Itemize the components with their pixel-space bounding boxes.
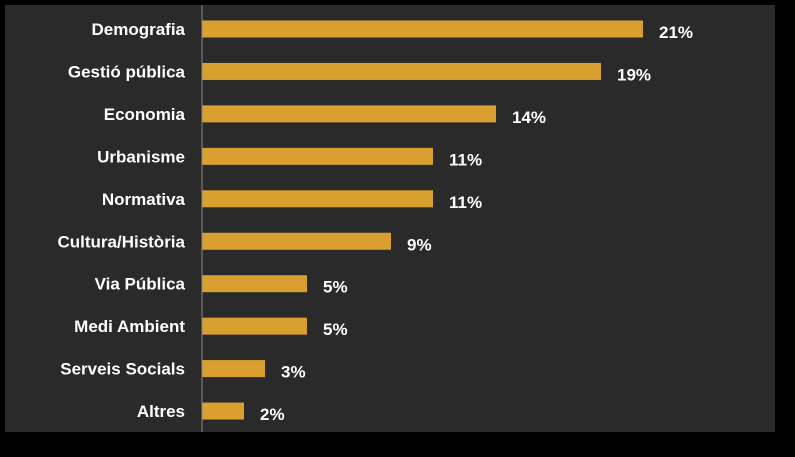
category-label: Economia [104,105,186,124]
value-label: 3% [281,363,306,382]
value-label: 19% [617,65,651,84]
value-label: 14% [512,108,546,127]
value-label: 11% [449,193,482,212]
value-label: 21% [659,23,693,42]
bar [202,20,643,38]
bar [202,317,307,335]
bar [202,402,244,420]
value-labels-group: 21% 19% 14% 11% 11% 9% 5% 5% 3% 2% [260,23,693,424]
category-label: Serveis Socials [60,360,185,379]
bar [202,147,433,165]
category-label: Gestió pública [68,62,186,81]
category-label: Cultura/Història [57,232,185,251]
bars-group [202,20,643,420]
category-label: Altres [137,402,185,421]
value-label: 5% [323,320,348,339]
bar [202,105,496,123]
category-labels-group: Demografia Gestió pública Economia Urbanism… [57,20,185,421]
bar [202,275,307,293]
value-label: 9% [407,235,432,254]
value-label: 11% [449,150,482,169]
bar [202,232,391,250]
bar [202,62,601,80]
category-label: Demografia [91,20,185,39]
value-label: 2% [260,405,285,424]
category-label: Urbanisme [97,147,185,166]
category-label: Via Pública [95,275,186,294]
category-label: Medi Ambient [74,317,185,336]
bar [202,360,265,378]
category-label: Normativa [102,190,186,209]
value-label: 5% [323,278,348,297]
bar [202,190,433,208]
